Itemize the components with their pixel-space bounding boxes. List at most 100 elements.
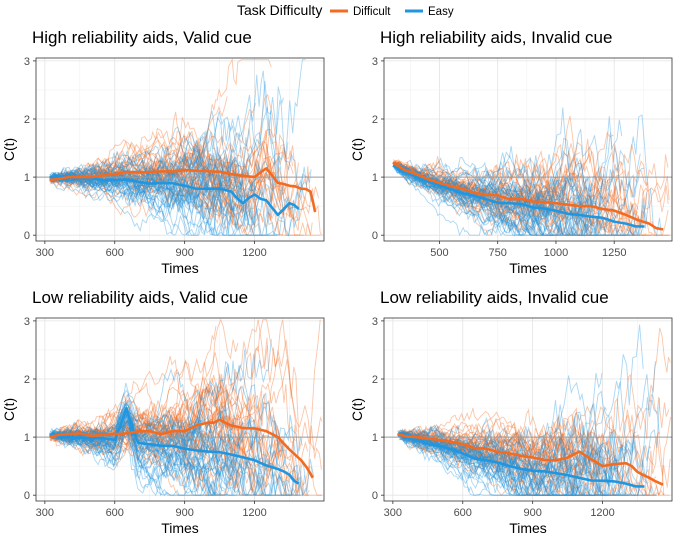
- trace-easy: [51, 431, 216, 497]
- x-tick-label: 900: [175, 247, 193, 259]
- panel-border: [383, 317, 673, 502]
- trace-easy: [50, 166, 305, 236]
- trace-easy: [52, 111, 260, 191]
- y-tick-label: 3: [24, 316, 30, 328]
- trace-easy: [50, 426, 202, 497]
- panel-border: [383, 57, 673, 242]
- trace-difficult: [51, 430, 239, 482]
- trace-difficult: [53, 416, 218, 457]
- trace-easy: [53, 158, 312, 212]
- trace-difficult: [399, 421, 631, 496]
- trace-easy: [395, 163, 648, 237]
- x-tick-label: 600: [106, 247, 124, 259]
- trace-difficult: [396, 165, 577, 226]
- trace-easy: [51, 59, 306, 220]
- trace-difficult: [50, 367, 243, 438]
- y-tick-label: 2: [372, 374, 378, 386]
- trace-difficult: [49, 417, 282, 478]
- trace-easy: [53, 172, 277, 237]
- trace-easy: [395, 147, 662, 237]
- mean-line-easy: [397, 432, 645, 488]
- legend-label-easy: Easy: [428, 6, 454, 18]
- trace-easy: [398, 428, 606, 497]
- y-tick-label: 2: [24, 114, 30, 126]
- trace-easy: [52, 402, 201, 478]
- trace-easy: [51, 413, 299, 496]
- mean-line-difficult: [397, 432, 664, 486]
- trace-easy: [50, 363, 303, 490]
- y-tick-label: 2: [24, 374, 30, 386]
- trace-easy: [396, 165, 603, 236]
- mean-line-easy: [392, 164, 645, 228]
- trace-easy: [53, 141, 230, 189]
- trace-difficult: [398, 425, 665, 497]
- trace-difficult: [51, 382, 323, 497]
- trace-difficult: [393, 159, 608, 215]
- trace-easy: [50, 149, 312, 236]
- trace-difficult: [51, 140, 323, 236]
- trace-easy: [394, 164, 564, 222]
- trace-difficult: [392, 161, 599, 236]
- panel-border: [35, 317, 325, 502]
- trace-easy: [401, 425, 548, 497]
- trace-easy: [52, 175, 212, 213]
- trace-difficult: [50, 408, 298, 497]
- y-tick-label: 3: [372, 56, 378, 68]
- trace-difficult: [51, 128, 273, 193]
- trace-difficult: [395, 161, 610, 237]
- trace-difficult: [51, 430, 279, 493]
- x-tick-label: 900: [175, 507, 193, 519]
- mean-line-easy: [49, 406, 300, 485]
- mean-lines: [397, 432, 664, 488]
- trace-easy: [396, 152, 613, 236]
- trace-difficult: [401, 414, 672, 497]
- trace-easy: [52, 430, 240, 496]
- trace-difficult: [395, 157, 623, 216]
- trace-difficult: [393, 154, 670, 237]
- x-tick-label: 300: [36, 247, 54, 259]
- trace-difficult: [50, 156, 237, 182]
- x-tick-label: 600: [454, 507, 472, 519]
- trace-easy: [394, 162, 594, 231]
- trace-easy: [51, 164, 223, 218]
- trace-easy: [49, 158, 243, 215]
- trace-easy: [50, 385, 290, 496]
- legend-label-difficult: Difficult: [353, 6, 391, 18]
- trace-difficult: [50, 373, 267, 443]
- trace-easy: [393, 166, 594, 236]
- mean-line-difficult: [49, 167, 317, 213]
- trace-easy: [49, 171, 255, 237]
- legend: Task Difficulty Difficult Easy: [237, 2, 454, 18]
- x-tick-label: 1000: [544, 247, 568, 259]
- y-tick-label: 0: [372, 230, 378, 242]
- panel-border: [35, 57, 325, 242]
- trace-easy: [399, 435, 658, 496]
- trace-easy: [393, 164, 558, 236]
- mean-lines: [392, 161, 664, 231]
- trace-difficult: [394, 115, 576, 218]
- individual-traces: [49, 318, 323, 497]
- x-axis-title: Times: [509, 520, 547, 536]
- panel-title: Low reliability aids, Valid cue: [32, 288, 248, 307]
- trace-difficult: [399, 435, 657, 496]
- trace-easy: [50, 158, 211, 189]
- trace-difficult: [395, 164, 670, 237]
- x-tick-label: 1200: [590, 507, 614, 519]
- trace-difficult: [51, 319, 298, 465]
- trace-easy: [400, 430, 553, 496]
- trace-easy: [394, 114, 648, 236]
- trace-difficult: [401, 431, 604, 497]
- trace-difficult: [50, 325, 217, 467]
- trace-easy: [397, 165, 636, 236]
- trace-difficult: [49, 58, 272, 218]
- x-tick-label: 300: [36, 507, 54, 519]
- x-tick-label: 750: [489, 247, 507, 259]
- trace-easy: [399, 372, 603, 497]
- y-tick-label: 3: [372, 316, 378, 328]
- y-tick-label: 2: [372, 114, 378, 126]
- trace-easy: [394, 162, 550, 236]
- trace-easy: [50, 339, 272, 457]
